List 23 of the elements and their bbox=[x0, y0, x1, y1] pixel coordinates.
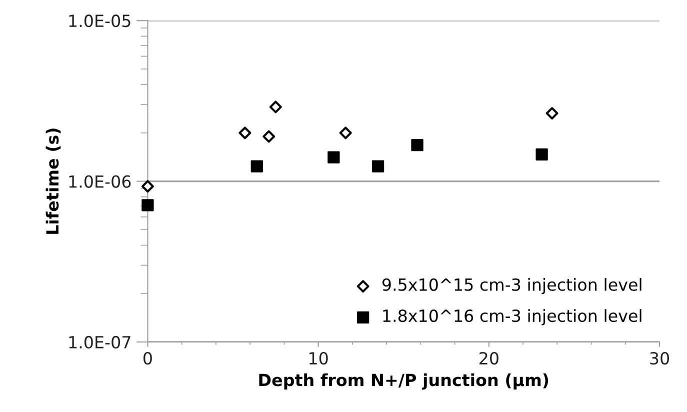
x-tick-label: 20 bbox=[480, 352, 498, 365]
point bbox=[262, 130, 276, 143]
legend-label: 1.8x10^16 cm-3 injection level bbox=[383, 309, 642, 326]
x-tick-label: 30 bbox=[650, 352, 670, 365]
y-axis-title: Lifetime (s) bbox=[46, 128, 61, 234]
y-tick-label: 1.0E-06 bbox=[69, 175, 131, 188]
point bbox=[339, 126, 352, 140]
point bbox=[328, 151, 340, 164]
legend-label: 9.5x10^15 cm-3 injection level bbox=[382, 278, 642, 294]
point bbox=[269, 100, 282, 114]
x-axis-title: Depth from N+/P junction (µm) bbox=[259, 373, 548, 390]
point bbox=[536, 148, 548, 160]
point bbox=[142, 199, 154, 212]
x-tick-label: 10 bbox=[310, 352, 328, 365]
point bbox=[238, 126, 252, 140]
point bbox=[250, 160, 263, 172]
point bbox=[141, 180, 154, 193]
x-tick-label: 0 bbox=[144, 352, 152, 365]
point bbox=[411, 139, 424, 152]
point bbox=[546, 107, 558, 120]
y-tick-label: 1.0E-07 bbox=[69, 336, 130, 349]
y-tick-label: 1.0E-05 bbox=[69, 14, 130, 28]
point bbox=[372, 160, 384, 172]
